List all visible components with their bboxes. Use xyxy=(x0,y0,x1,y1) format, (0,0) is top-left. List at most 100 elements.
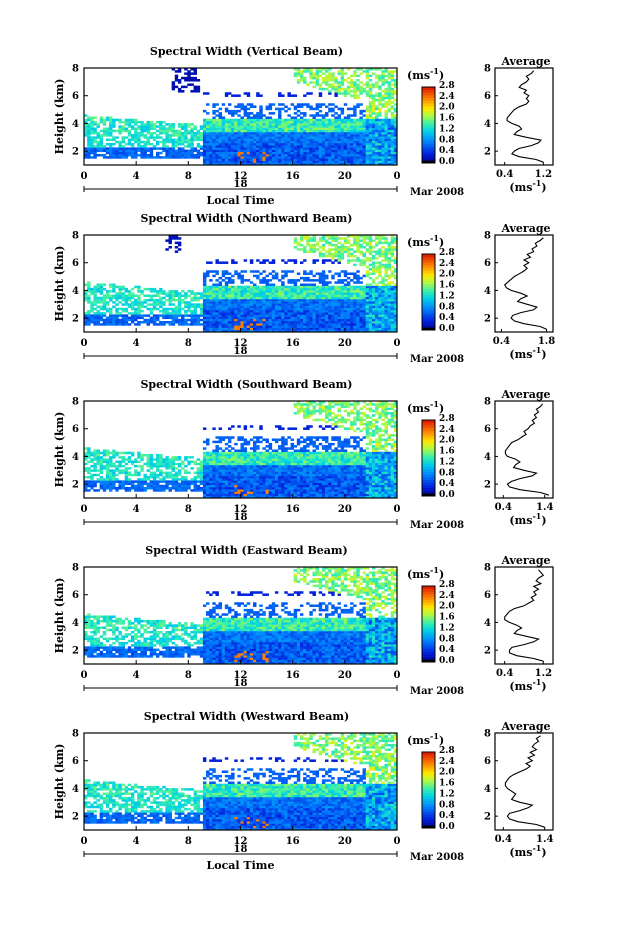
y-tick-label: 8 xyxy=(72,231,79,242)
x-tick-label: 4 xyxy=(133,171,140,182)
x-tick-label: 0 xyxy=(394,670,401,681)
x-tick-label: 0 xyxy=(81,504,88,515)
colorbar-tick-label: 0.0 xyxy=(439,822,455,832)
y-tick-label: 4 xyxy=(72,452,79,463)
heatmap-cells xyxy=(84,235,398,333)
profile-unit: (ms-1) xyxy=(509,511,546,527)
colorbar-tick-label: 2.4 xyxy=(439,757,455,767)
profile-y-tick-label: 8 xyxy=(484,729,491,740)
colorbar-tick-label: 2.0 xyxy=(439,103,455,113)
panel-title: Spectral Width (Vertical Beam) xyxy=(150,45,343,58)
average-profile: Average 2 4 6 8 0.4 1.2(ms-1) xyxy=(484,554,554,693)
colorbar-tick-label: 1.2 xyxy=(439,124,455,134)
profile-line xyxy=(503,237,547,330)
colorbar-unit: (ms-1) xyxy=(407,66,444,82)
colorbar-tick-label: 2.0 xyxy=(439,270,455,280)
x-tick-label: 12 xyxy=(234,670,248,681)
x-tick-label: 20 xyxy=(338,836,352,847)
x-tick-label: 20 xyxy=(338,171,352,182)
colorbar-tick-label: 1.6 xyxy=(439,779,455,789)
average-profile: Average 2 4 6 8 0.4 1.2(ms-1) xyxy=(484,55,554,194)
average-profile: Average 2 4 6 8 0.4 1.4(ms-1) xyxy=(484,720,554,859)
x-tick-label: 0 xyxy=(394,171,401,182)
panel-2: Spectral Width (Southward Beam) 2 4 6 8 0 4 8 12… xyxy=(53,378,554,531)
x-tick-label: 8 xyxy=(185,171,192,182)
average-title: Average xyxy=(500,720,550,733)
panel-1: Spectral Width (Northward Beam) 2 4 6 8 0 4 8 12… xyxy=(53,212,555,365)
profile-line xyxy=(504,403,550,496)
profile-y-tick-label: 8 xyxy=(484,563,491,574)
colorbar-tick-label: 0.0 xyxy=(439,324,455,334)
x-tick-label: 12 xyxy=(234,836,248,847)
day-label: 18 xyxy=(234,179,248,190)
x-tick-label: 4 xyxy=(133,338,140,349)
profile-x-tick-label: 1.2 xyxy=(535,169,552,180)
y-tick-label: 2 xyxy=(72,314,79,325)
colorbar-tick-label: 0.8 xyxy=(439,135,455,145)
x-axis-label: Local Time xyxy=(207,194,275,207)
profile-unit: (ms-1) xyxy=(509,178,546,194)
colorbar-tick-label: 2.4 xyxy=(439,92,455,102)
y-tick-label: 8 xyxy=(72,563,79,574)
y-tick-label: 4 xyxy=(72,286,79,297)
date-label: Mar 2008 xyxy=(410,852,464,863)
profile-y-tick-label: 8 xyxy=(484,231,491,242)
average-title: Average xyxy=(500,388,550,401)
profile-x-tick-label: 1.4 xyxy=(536,834,553,845)
average-title: Average xyxy=(500,55,550,68)
panel-title: Spectral Width (Southward Beam) xyxy=(140,378,352,391)
x-tick-label: 16 xyxy=(286,836,300,847)
profile-y-tick-label: 4 xyxy=(484,784,491,795)
heatmap-cells xyxy=(84,401,398,499)
y-axis-label: Height (km) xyxy=(53,246,66,322)
colorbar-tick-label: 0.8 xyxy=(439,634,455,644)
profile-line xyxy=(504,569,545,662)
y-tick-label: 6 xyxy=(72,258,79,269)
colorbar-tick-label: 2.0 xyxy=(439,602,455,612)
colorbar-tick-label: 0.4 xyxy=(439,811,455,821)
colorbar-tick-label: 1.2 xyxy=(439,457,455,467)
date-label: Mar 2008 xyxy=(410,686,464,697)
profile-x-tick-label: 0.4 xyxy=(495,502,512,513)
profile-unit: (ms-1) xyxy=(509,843,546,859)
profile-x-tick-label: 0.4 xyxy=(493,336,510,347)
colorbar-tick-label: 0.4 xyxy=(439,479,455,489)
profile-y-tick-label: 6 xyxy=(484,91,491,102)
colorbar-tick-label: 2.0 xyxy=(439,436,455,446)
profile-y-tick-label: 4 xyxy=(484,286,491,297)
x-tick-label: 8 xyxy=(185,670,192,681)
colorbar-tick-label: 1.6 xyxy=(439,613,455,623)
colorbar-unit: (ms-1) xyxy=(407,731,444,747)
y-tick-label: 8 xyxy=(72,64,79,75)
x-tick-label: 16 xyxy=(286,670,300,681)
colorbar-tick-label: 2.8 xyxy=(439,414,455,424)
colorbar: 0.00.40.81.21.62.02.42.8 xyxy=(421,746,455,832)
colorbar-tick-label: 0.4 xyxy=(439,313,455,323)
colorbar-tick-label: 1.6 xyxy=(439,447,455,457)
x-tick-label: 12 xyxy=(234,338,248,349)
y-axis-label: Height (km) xyxy=(53,412,66,488)
colorbar-tick-label: 1.6 xyxy=(439,114,455,124)
y-tick-label: 8 xyxy=(72,729,79,740)
profile-y-tick-label: 8 xyxy=(484,397,491,408)
y-tick-label: 6 xyxy=(72,756,79,767)
profile-x-tick-label: 1.2 xyxy=(535,668,552,679)
x-axis-label: Local Time xyxy=(207,859,275,872)
colorbar-tick-label: 0.8 xyxy=(439,468,455,478)
date-label: Mar 2008 xyxy=(410,354,464,365)
colorbar-unit: (ms-1) xyxy=(407,565,444,581)
x-tick-label: 20 xyxy=(338,338,352,349)
y-tick-label: 6 xyxy=(72,590,79,601)
profile-line xyxy=(506,70,544,163)
colorbar: 0.00.40.81.21.62.02.42.8 xyxy=(421,414,455,500)
heatmap-cells xyxy=(84,733,398,831)
colorbar: 0.00.40.81.21.62.02.42.8 xyxy=(421,81,455,167)
profile-y-tick-label: 4 xyxy=(484,452,491,463)
x-tick-label: 8 xyxy=(185,338,192,349)
profile-y-tick-label: 6 xyxy=(484,258,491,269)
profile-y-tick-label: 8 xyxy=(484,64,491,75)
colorbar-tick-label: 2.4 xyxy=(439,259,455,269)
